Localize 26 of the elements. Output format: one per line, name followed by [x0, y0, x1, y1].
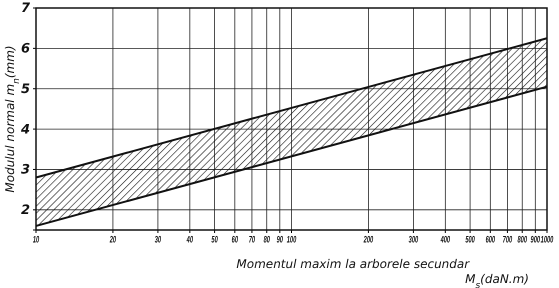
x-tick-label: 200 — [362, 234, 374, 246]
x-tick-label: 20 — [109, 234, 117, 246]
x-tick-label: 10 — [32, 234, 40, 246]
x-tick-label: 40 — [186, 234, 194, 246]
x-tick-label: 400 — [440, 234, 451, 246]
x-tick-label: 70 — [248, 234, 256, 246]
y-tick-label: 7 — [20, 1, 31, 16]
x-tick-label: 600 — [486, 234, 496, 246]
x-tick-label: 700 — [502, 234, 513, 246]
y-tick-label: 3 — [20, 162, 30, 178]
y-tick-label: 4 — [20, 122, 30, 138]
x-axis-title: Momentul maxim la arborele secundar M$_{s}$(daN.m) — [236, 257, 529, 288]
x-tick-label: 800 — [517, 234, 528, 246]
y-tick-label: 6 — [20, 42, 30, 57]
x-tick-label: 60 — [232, 234, 238, 246]
x-tick-label: 1000 — [540, 234, 554, 246]
x-tick-label: 300 — [408, 234, 419, 246]
x-tick-label: 500 — [465, 234, 476, 246]
x-tick-label: 100 — [286, 234, 297, 246]
y-tick-label: 5 — [20, 82, 30, 97]
x-tick-label: 50 — [211, 234, 218, 246]
x-tick-label: 900 — [530, 234, 541, 246]
x-tick-label: 80 — [264, 234, 270, 246]
y-tick-label: 2 — [20, 202, 30, 218]
x-tick-label: 90 — [276, 234, 284, 246]
x-tick-label: 30 — [154, 234, 162, 246]
